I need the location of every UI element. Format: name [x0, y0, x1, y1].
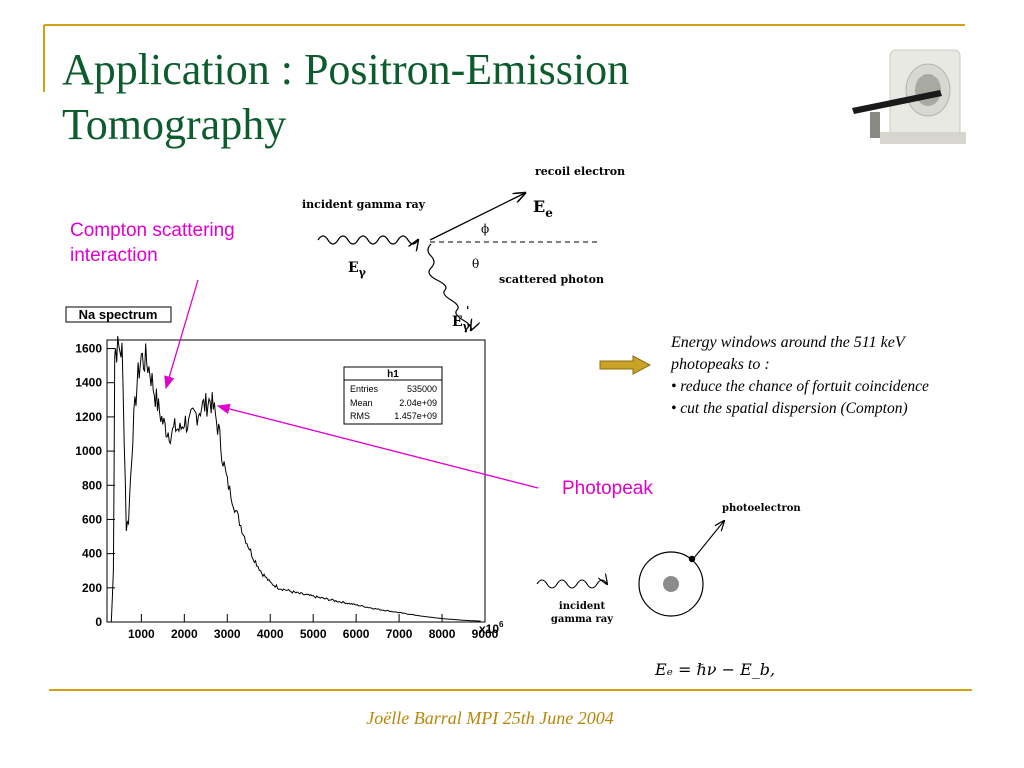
x-tick-label: 8000 [429, 627, 456, 641]
e-e-label: Ee [533, 197, 553, 220]
stats-entries-label: Entries [350, 384, 379, 394]
photoelectron-label: photoelectron [722, 503, 801, 514]
stats-rms-value: 1.457e+09 [394, 411, 437, 421]
incident-photon-wave [536, 580, 607, 589]
x-tick-label: 9000 [472, 627, 499, 641]
compton-diagram: recoil electron incident gamma ray ϕ θ s… [302, 165, 625, 333]
stats-mean-label: Mean [350, 398, 373, 408]
energy-windows-text: Energy windows around the 511 keV photop… [671, 332, 1021, 420]
theta-symbol: θ [472, 257, 479, 271]
y-tick-label: 400 [82, 547, 102, 561]
incident-label-line-2: gamma ray [551, 614, 614, 625]
compton-annotation-line-1: Compton scattering [70, 220, 235, 241]
atom-nucleus [663, 576, 679, 592]
spectrum-line [107, 336, 481, 623]
x-multiplier-label: x106 [479, 620, 504, 636]
scattered-photon-label: scattered photon [499, 273, 604, 286]
phi-symbol: ϕ [481, 222, 489, 236]
y-tick-label: 200 [82, 581, 102, 595]
x-tick-label: 7000 [386, 627, 413, 641]
energy-windows-line-1: Energy windows around the 511 keV [671, 334, 905, 351]
stats-entries-value: 535000 [407, 384, 437, 394]
x-tick-label: 6000 [343, 627, 370, 641]
energy-windows-bullet-1: • reduce the chance of fortuit coinciden… [671, 378, 929, 395]
slide-title: Application : Positron-Emission Tomograp… [62, 42, 822, 152]
compton-annotation: Compton scattering interaction [70, 218, 235, 268]
y-tick-label: 1200 [75, 410, 102, 424]
title-line-1: Application : Positron-Emission [62, 45, 630, 94]
x-tick-label: 3000 [214, 627, 241, 641]
recoil-electron-label: recoil electron [535, 165, 625, 178]
photopeak-annotation: Photopeak [562, 478, 653, 499]
chart-title: Na spectrum [79, 307, 158, 322]
stats-name: h1 [387, 369, 399, 380]
title-line-2: Tomography [62, 100, 287, 149]
na-spectrum-chart: Na spectrum 0 200 400 600 800 1000 1200 1400 160… [65, 306, 504, 641]
slide-footer: Joëlle Barral MPI 25th June 2004 [366, 708, 614, 728]
pet-scanner-image [850, 38, 972, 156]
photoelectric-formula: Eₑ = ℏν − E_b, [655, 660, 776, 679]
y-tick-label: 600 [82, 512, 102, 526]
y-tick-label: 1400 [75, 376, 102, 390]
e-gamma-label: Eγ [348, 260, 367, 279]
photoelectric-diagram: photoelectron incident gamma ray [536, 503, 801, 625]
recoil-electron-arrow [429, 193, 525, 241]
photoelectron-arrow [693, 521, 724, 559]
energy-windows-bullet-2: • cut the spatial dispersion (Compton) [671, 400, 908, 417]
electron-dot [688, 555, 696, 563]
incident-wave [317, 235, 418, 244]
y-tick-label: 800 [82, 478, 102, 492]
incident-label-line-1: incident [559, 601, 606, 612]
y-tick-label: 0 [95, 615, 102, 629]
incident-gamma-label: incident gamma ray [302, 198, 426, 211]
y-tick-label: 1600 [75, 342, 102, 356]
e-gamma-prime-label: Eγ' [452, 304, 471, 333]
stats-mean-value: 2.04e+09 [399, 398, 437, 408]
compton-annotation-line-2: interaction [70, 245, 158, 266]
scattered-photon-wave [427, 243, 471, 330]
stats-box: h1 Entries 535000 Mean 2.04e+09 RMS 1.45… [343, 366, 443, 425]
y-axis: 0 200 400 600 800 1000 1200 1400 1600 [75, 342, 115, 629]
stats-rms-label: RMS [350, 411, 370, 421]
y-tick-label: 1000 [75, 444, 102, 458]
x-tick-label: 5000 [300, 627, 327, 641]
x-tick-label: 2000 [171, 627, 198, 641]
energy-windows-line-2: photopeaks to : [671, 356, 770, 373]
x-tick-label: 4000 [257, 627, 284, 641]
x-axis: 1000 2000 3000 4000 5000 6000 7000 8000 9000 [128, 614, 499, 641]
x-tick-label: 1000 [128, 627, 155, 641]
